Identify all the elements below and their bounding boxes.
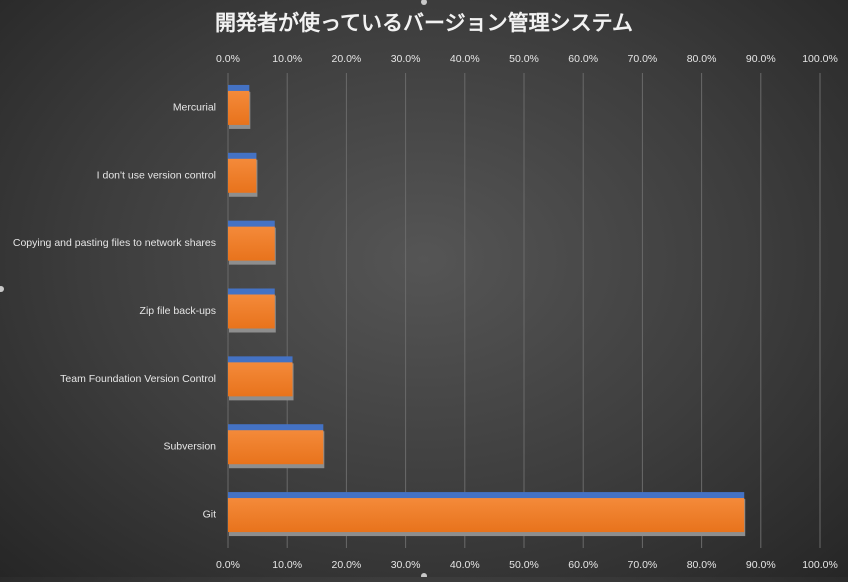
- x-tick-label-top: 10.0%: [272, 53, 302, 65]
- bar-series-1: [228, 492, 745, 501]
- x-tick-label-bottom: 10.0%: [272, 559, 302, 571]
- x-tick-label-top: 0.0%: [216, 53, 240, 65]
- category-label: Copying and pasting files to network sha…: [13, 237, 216, 249]
- x-tick-label-bottom: 70.0%: [628, 559, 658, 571]
- x-tick-label-bottom: 20.0%: [332, 559, 362, 571]
- x-tick-label-bottom: 100.0%: [802, 559, 838, 571]
- x-tick-label-top: 50.0%: [509, 53, 539, 65]
- bar-series-1: [228, 424, 324, 433]
- x-tick-label-bottom: 30.0%: [391, 559, 421, 571]
- bar-series-2: [228, 294, 275, 329]
- bar-series-1: [228, 220, 275, 229]
- x-tick-label-bottom: 60.0%: [568, 559, 598, 571]
- category-label: Git: [203, 509, 217, 521]
- bar-series-2: [228, 226, 275, 261]
- x-tick-label-top: 60.0%: [568, 53, 598, 65]
- x-tick-label-top: 90.0%: [746, 53, 776, 65]
- bar-series-2: [228, 362, 293, 397]
- bottom-axis-ticks: 0.0% 10.0% 20.0% 30.0% 40.0% 50.0% 60.0% 70.0% 8…: [216, 559, 838, 571]
- bar-series-1: [228, 288, 275, 297]
- resize-handle-bottom[interactable]: [421, 573, 427, 579]
- bars: [228, 84, 746, 537]
- grid-lines: [227, 73, 821, 548]
- x-tick-label-bottom: 90.0%: [746, 559, 776, 571]
- resize-handle-left[interactable]: [0, 286, 4, 292]
- bar-series-2: [228, 90, 250, 125]
- bar-series-2: [228, 158, 257, 193]
- x-tick-label-top: 80.0%: [687, 53, 717, 65]
- category-label: Mercurial: [173, 101, 216, 113]
- top-axis-ticks: 0.0% 10.0% 20.0% 30.0% 40.0% 50.0% 60.0% 70.0% 8…: [216, 53, 838, 65]
- x-tick-label-top: 20.0%: [332, 53, 362, 65]
- bar-series-2: [228, 498, 745, 533]
- category-label: Team Foundation Version Control: [60, 373, 216, 385]
- chart-title: 開発者が使っているバージョン管理システム: [215, 11, 633, 35]
- category-label: I don't use version control: [97, 169, 216, 181]
- x-tick-label-bottom: 80.0%: [687, 559, 717, 571]
- bar-series-1: [228, 84, 250, 93]
- bar-series-1: [228, 152, 257, 161]
- x-tick-label-bottom: 50.0%: [509, 559, 539, 571]
- x-tick-label-top: 40.0%: [450, 53, 480, 65]
- category-labels: Mercurial I don't use version control Copy…: [13, 101, 216, 520]
- x-tick-label-bottom: 40.0%: [450, 559, 480, 571]
- bar-series-1: [228, 356, 293, 365]
- category-label: Zip file back-ups: [140, 305, 216, 317]
- resize-handle-top[interactable]: [421, 0, 427, 5]
- category-label: Subversion: [163, 441, 216, 453]
- x-tick-label-top: 100.0%: [802, 53, 838, 65]
- x-tick-label-bottom: 0.0%: [216, 559, 240, 571]
- x-tick-label-top: 70.0%: [628, 53, 658, 65]
- bar-series-2: [228, 430, 324, 465]
- x-tick-label-top: 30.0%: [391, 53, 421, 65]
